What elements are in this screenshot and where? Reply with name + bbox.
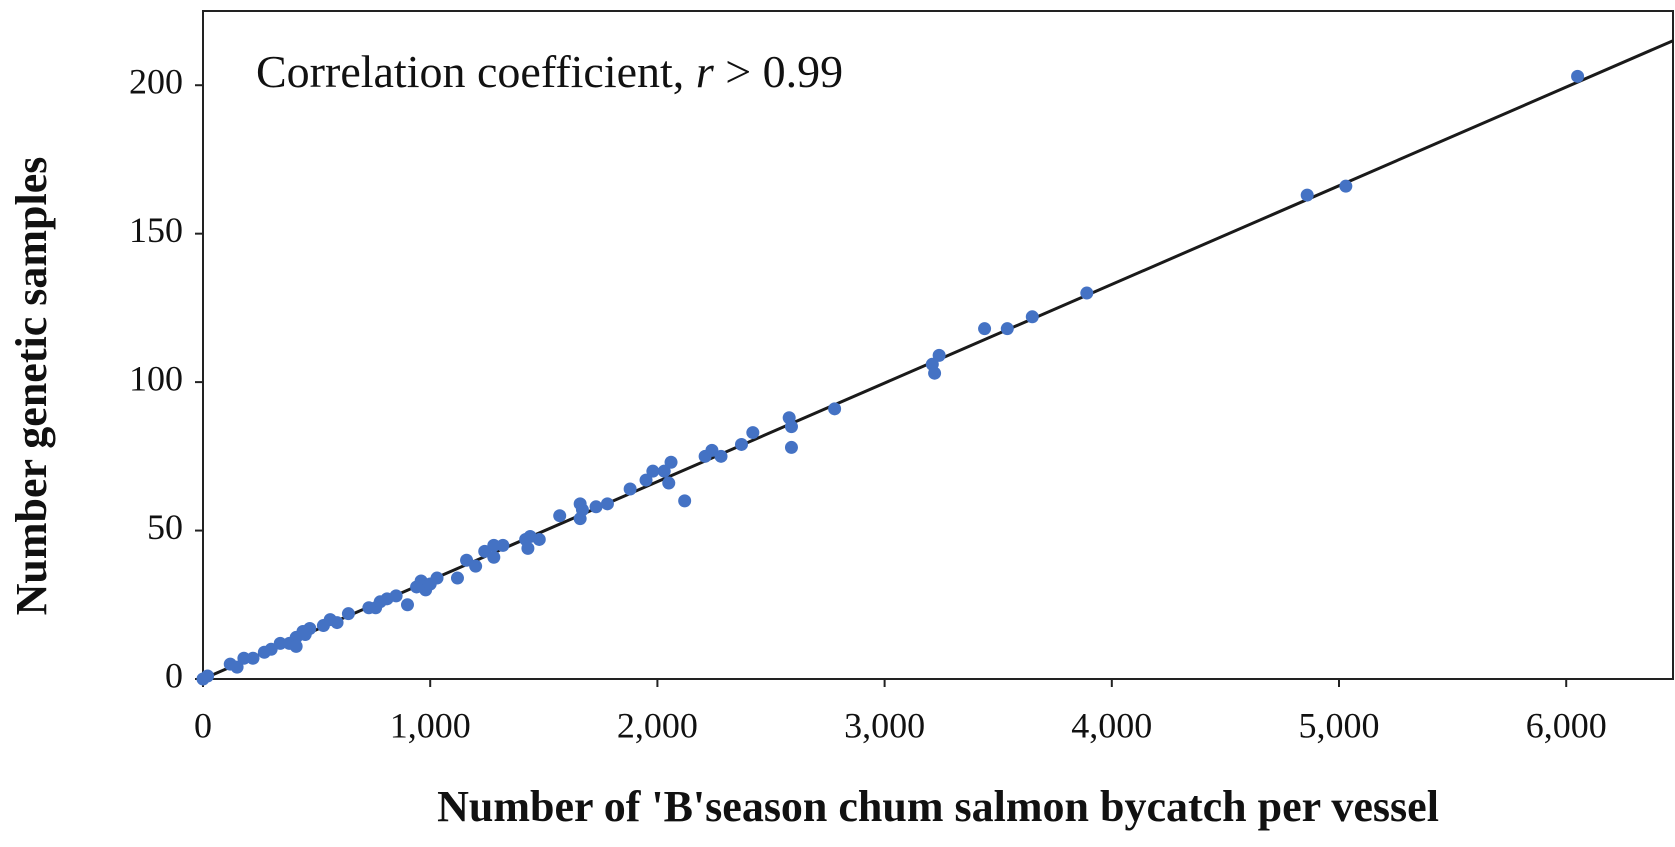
data-point: [237, 651, 251, 665]
data-point: [714, 449, 728, 463]
y-tick-label: 100: [129, 358, 183, 398]
annotation-text: > 0.99: [714, 46, 843, 97]
data-point: [734, 437, 748, 451]
data-point: [487, 538, 501, 552]
y-tick-label: 150: [129, 210, 183, 250]
data-point: [1339, 179, 1353, 193]
data-point: [600, 497, 614, 511]
data-point: [389, 589, 403, 603]
data-point: [450, 571, 464, 585]
data-point: [639, 473, 653, 487]
data-point: [662, 476, 676, 490]
x-tick-label: 0: [194, 705, 212, 745]
data-point: [1300, 188, 1314, 202]
data-point: [575, 503, 589, 517]
data-point: [1025, 310, 1039, 324]
data-point: [1080, 286, 1094, 300]
data-point: [664, 455, 678, 469]
data-point: [496, 538, 510, 552]
data-point: [469, 559, 483, 573]
x-tick-label: 6,000: [1526, 705, 1607, 745]
data-point: [246, 651, 260, 665]
data-point: [487, 550, 501, 564]
data-point: [1571, 69, 1585, 83]
data-point: [430, 571, 444, 585]
x-tick-label: 2,000: [617, 705, 698, 745]
data-point: [201, 669, 215, 683]
data-point: [784, 440, 798, 454]
data-point: [553, 509, 567, 523]
x-tick-label: 3,000: [844, 705, 925, 745]
data-point: [932, 348, 946, 362]
data-point: [589, 500, 603, 514]
data-point: [273, 636, 287, 650]
data-point: [978, 322, 992, 336]
data-point: [678, 494, 692, 508]
data-point: [784, 420, 798, 434]
x-tick-label: 1,000: [390, 705, 471, 745]
data-point: [230, 660, 244, 674]
data-point: [532, 532, 546, 546]
data-point: [289, 639, 303, 653]
data-point: [646, 464, 660, 478]
data-point: [828, 402, 842, 416]
data-point: [341, 607, 355, 621]
x-tick-label: 5,000: [1299, 705, 1380, 745]
data-point: [657, 464, 671, 478]
y-tick-label: 0: [165, 655, 183, 695]
data-point: [928, 366, 942, 380]
data-point: [400, 598, 414, 612]
annotation-symbol: r: [696, 46, 715, 97]
data-point: [298, 627, 312, 641]
annotation-text: Correlation coefficient,: [256, 46, 696, 97]
y-tick-label: 50: [147, 507, 183, 547]
plot-frame: [202, 10, 1674, 680]
data-point: [330, 616, 344, 630]
annotation: Correlation coefficient, r > 0.99: [256, 46, 843, 97]
data-point: [521, 541, 535, 555]
x-axis-title: Number of 'B'season chum salmon bycatch …: [437, 782, 1439, 831]
data-point: [746, 426, 760, 440]
data-point: [623, 482, 637, 496]
x-tick-label: 4,000: [1071, 705, 1152, 745]
y-tick-label: 200: [129, 61, 183, 101]
data-point: [1000, 322, 1014, 336]
y-axis-title: Number genetic samples: [7, 157, 56, 616]
